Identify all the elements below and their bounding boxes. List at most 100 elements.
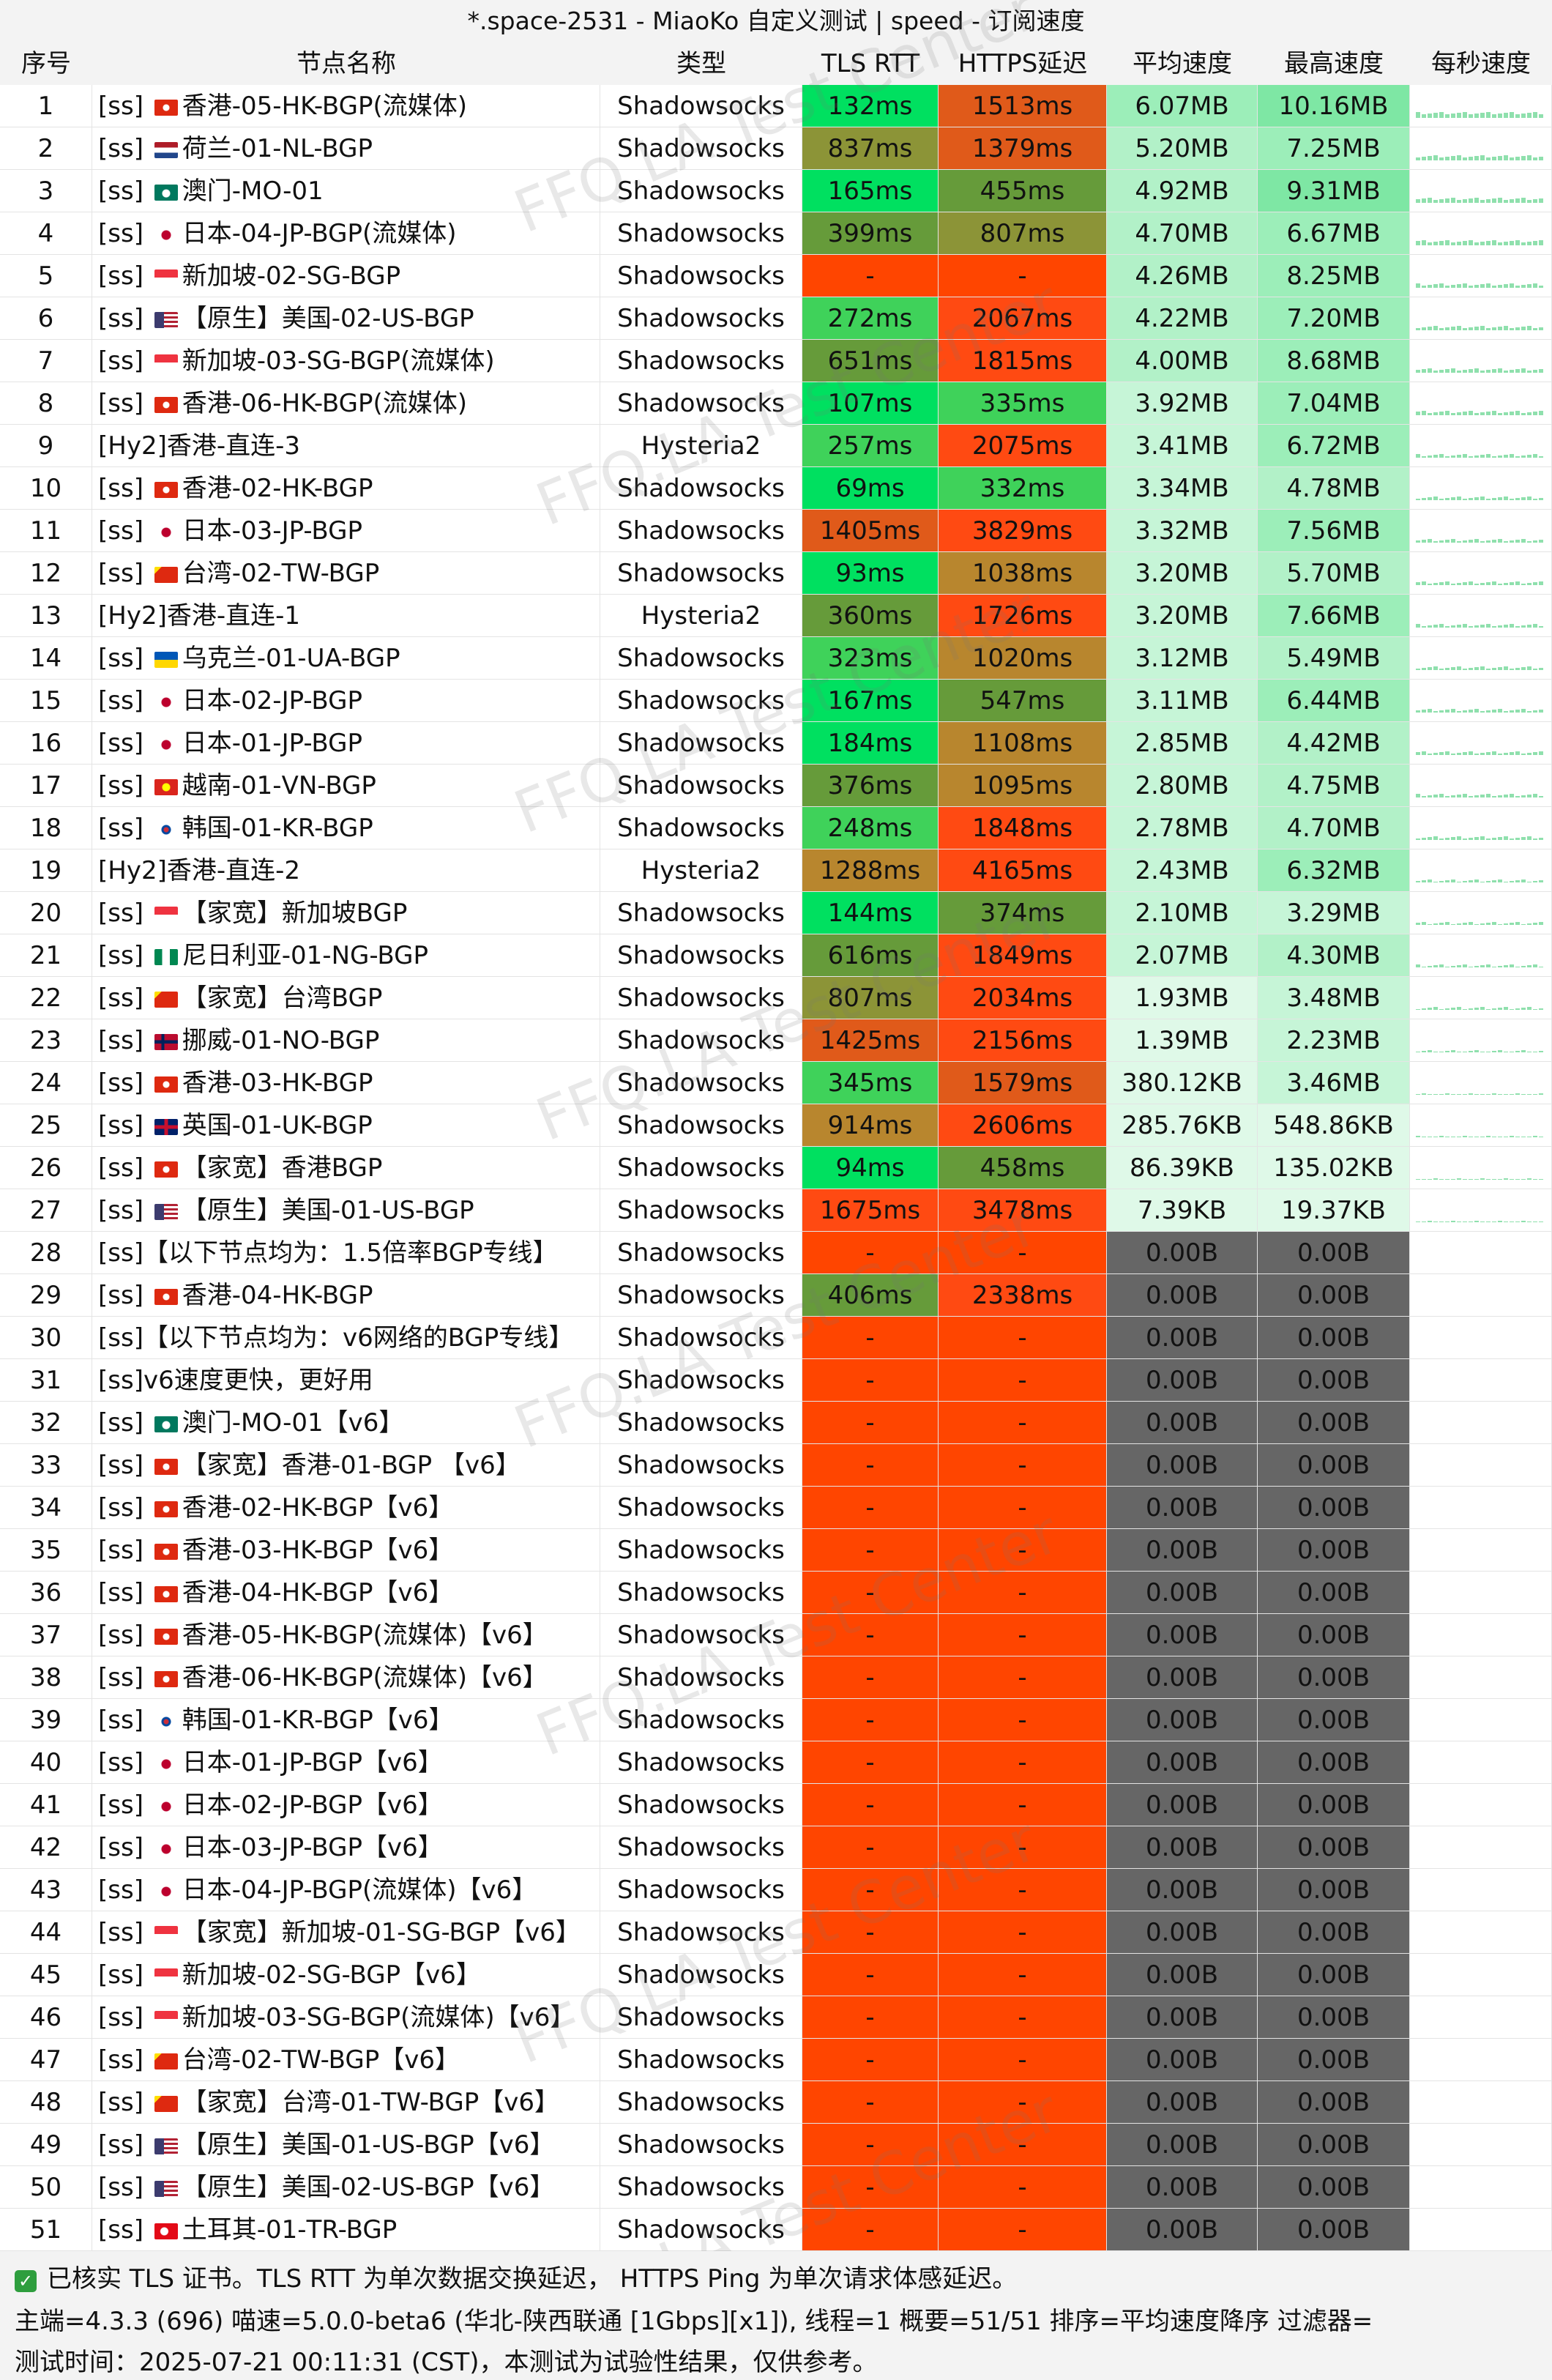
table-row[interactable]: 20 [ss] 【家宽】新加坡BGP Shadowsocks 144ms 374ms 2.… xyxy=(0,892,1552,934)
node-protocol-prefix: [ss] xyxy=(98,346,152,376)
max-speed-cell: 0.00B xyxy=(1258,1996,1410,2039)
table-row[interactable]: 37 [ss] 香港-05-HK-BGP(流媒体)【v6】 Shadowsocks -… xyxy=(0,1614,1552,1656)
avg-speed-cell: 3.12MB xyxy=(1107,637,1258,680)
table-row[interactable]: 4 [ss] 日本-04-JP-BGP(流媒体) Shadowsocks 399ms 8… xyxy=(0,212,1552,255)
max-speed-cell: 3.29MB xyxy=(1258,892,1410,934)
node-protocol-prefix: [ss] xyxy=(98,2003,152,2032)
table-row[interactable]: 40 [ss] 日本-01-JP-BGP【v6】 Shadowsocks - -0.00… xyxy=(0,1741,1552,1784)
table-row[interactable]: 10 [ss] 香港-02-HK-BGP Shadowsocks 69ms 332ms 3… xyxy=(0,467,1552,510)
table-row[interactable]: 30 [ss]【以下节点均为：v6网络的BGP专线】 Shadowsocks - -0.… xyxy=(0,1317,1552,1359)
table-row[interactable]: 44 [ss] 【家宽】新加坡-01-SG-BGP【v6】 Shadowsocks -… xyxy=(0,1911,1552,1954)
table-row[interactable]: 6 [ss] 【原生】美国-02-US-BGP Shadowsocks 272ms 20… xyxy=(0,297,1552,340)
table-row[interactable]: 24 [ss] 香港-03-HK-BGP Shadowsocks 345ms 1579m… xyxy=(0,1062,1552,1104)
table-row[interactable]: 25 [ss] 英国-01-UK-BGP Shadowsocks 914ms 2606m… xyxy=(0,1104,1552,1147)
per-second-speed-cell xyxy=(1410,552,1552,595)
table-row[interactable]: 5 [ss] 新加坡-02-SG-BGP Shadowsocks - -4.26MB 8.… xyxy=(0,255,1552,297)
col-header-max-speed[interactable]: 最高速度 xyxy=(1284,49,1384,78)
col-header-node-name[interactable]: 节点名称 xyxy=(296,49,396,78)
table-row[interactable]: 32 [ss] 澳门-MO-01【v6】 Shadowsocks - -0.00B 0.0… xyxy=(0,1402,1552,1444)
table-row[interactable]: 15 [ss] 日本-02-JP-BGP Shadowsocks 167ms 547ms… xyxy=(0,680,1552,722)
table-row[interactable]: 23 [ss] 挪威-01-NO-BGP Shadowsocks 1425ms 2156… xyxy=(0,1019,1552,1062)
flag-no-icon xyxy=(154,1034,178,1050)
table-row[interactable]: 34 [ss] 香港-02-HK-BGP【v6】 Shadowsocks - -0.00… xyxy=(0,1487,1552,1529)
table-row[interactable]: 16 [ss] 日本-01-JP-BGP Shadowsocks 184ms 1108m… xyxy=(0,722,1552,765)
table-row[interactable]: 18 [ss] 韩国-01-KR-BGP Shadowsocks 248ms 1848m… xyxy=(0,807,1552,849)
table-row[interactable]: 7 [ss] 新加坡-03-SG-BGP(流媒体) Shadowsocks 651ms… xyxy=(0,340,1552,382)
table-row[interactable]: 19 [Hy2]香港-直连-2 Hysteria2 1288ms 4165ms 2.43M… xyxy=(0,849,1552,892)
col-header-https-delay[interactable]: HTTPS延迟 xyxy=(958,49,1088,78)
avg-speed-cell: 4.22MB xyxy=(1107,297,1258,340)
table-row[interactable]: 21 [ss] 尼日利亚-01-NG-BGP Shadowsocks 616ms 184… xyxy=(0,934,1552,977)
col-header-tls-rtt[interactable]: TLS RTT xyxy=(821,49,920,78)
flag-jp-icon xyxy=(154,1883,178,1900)
table-row[interactable]: 48 [ss] 【家宽】台湾-01-TW-BGP【v6】 Shadowsocks - -… xyxy=(0,2081,1552,2124)
node-name-cell: [ss] 新加坡-03-SG-BGP(流媒体) xyxy=(92,340,600,382)
col-header-index[interactable]: 序号 xyxy=(21,49,71,78)
table-row[interactable]: 41 [ss] 日本-02-JP-BGP【v6】 Shadowsocks - -0.00… xyxy=(0,1784,1552,1826)
node-label: 香港-06-HK-BGP(流媒体) xyxy=(182,389,468,418)
table-row[interactable]: 22 [ss] 【家宽】台湾BGP Shadowsocks 807ms 2034ms 1.… xyxy=(0,977,1552,1019)
node-label: 日本-04-JP-BGP(流媒体)【v6】 xyxy=(182,1875,537,1905)
table-row[interactable]: 9 [Hy2]香港-直连-3 Hysteria2 257ms 2075ms 3.41MB 6… xyxy=(0,425,1552,467)
flag-us-icon xyxy=(154,2181,178,2197)
table-row[interactable]: 43 [ss] 日本-04-JP-BGP(流媒体)【v6】 Shadowsocks -… xyxy=(0,1869,1552,1911)
https-delay-cell: 1379ms xyxy=(939,127,1107,170)
table-row[interactable]: 51 [ss] 土耳其-01-TR-BGP Shadowsocks - -0.00B 0.… xyxy=(0,2209,1552,2251)
node-name-cell: [ss] 韩国-01-KR-BGP【v6】 xyxy=(92,1699,600,1741)
https-delay-cell: 1726ms xyxy=(939,595,1107,637)
col-header-type[interactable]: 类型 xyxy=(676,49,726,78)
table-row[interactable]: 29 [ss] 香港-04-HK-BGP Shadowsocks 406ms 2338m… xyxy=(0,1274,1552,1317)
index-cell: 7 xyxy=(0,340,92,382)
node-name-cell: [ss]v6速度更快，更好用 xyxy=(92,1359,600,1402)
table-row[interactable]: 8 [ss] 香港-06-HK-BGP(流媒体) Shadowsocks 107ms 3… xyxy=(0,382,1552,425)
col-header-per-second-speed[interactable]: 每秒速度 xyxy=(1431,49,1531,78)
table-row[interactable]: 46 [ss] 新加坡-03-SG-BGP(流媒体)【v6】 Shadowsocks… xyxy=(0,1996,1552,2039)
table-row[interactable]: 17 [ss] 越南-01-VN-BGP Shadowsocks 376ms 1095m… xyxy=(0,765,1552,807)
table-row[interactable]: 50 [ss] 【原生】美国-02-US-BGP【v6】 Shadowsocks - -… xyxy=(0,2166,1552,2209)
node-label: 【家宽】台湾-01-TW-BGP【v6】 xyxy=(182,2088,559,2117)
type-cell: Shadowsocks xyxy=(600,382,802,425)
table-row[interactable]: 3 [ss] 澳门-MO-01 Shadowsocks 165ms 455ms 4.92M… xyxy=(0,170,1552,212)
table-row[interactable]: 39 [ss] 韩国-01-KR-BGP【v6】 Shadowsocks - -0.00… xyxy=(0,1699,1552,1741)
table-row[interactable]: 31 [ss]v6速度更快，更好用 Shadowsocks - -0.00B 0.00B xyxy=(0,1359,1552,1402)
table-row[interactable]: 14 [ss] 乌克兰-01-UA-BGP Shadowsocks 323ms 1020… xyxy=(0,637,1552,680)
https-delay-cell: 2075ms xyxy=(939,425,1107,467)
table-row[interactable]: 42 [ss] 日本-03-JP-BGP【v6】 Shadowsocks - -0.00… xyxy=(0,1826,1552,1869)
speed-sparkline xyxy=(1416,1174,1545,1180)
table-row[interactable]: 26 [ss] 【家宽】香港BGP Shadowsocks 94ms 458ms 86.3… xyxy=(0,1147,1552,1189)
node-label: 香港-05-HK-BGP(流媒体) xyxy=(182,92,468,121)
avg-speed-cell: 3.20MB xyxy=(1107,552,1258,595)
table-row[interactable]: 49 [ss] 【原生】美国-01-US-BGP【v6】 Shadowsocks - -… xyxy=(0,2124,1552,2166)
table-row[interactable]: 13 [Hy2]香港-直连-1 Hysteria2 360ms 1726ms 3.20MB… xyxy=(0,595,1552,637)
table-row[interactable]: 2 [ss] 荷兰-01-NL-BGP Shadowsocks 837ms 1379ms… xyxy=(0,127,1552,170)
per-second-speed-cell xyxy=(1410,1784,1552,1826)
table-row[interactable]: 28 [ss]【以下节点均为：1.5倍率BGP专线】 Shadowsocks - -0.… xyxy=(0,1232,1552,1274)
table-row[interactable]: 12 [ss] 台湾-02-TW-BGP Shadowsocks 93ms 1038ms… xyxy=(0,552,1552,595)
table-row[interactable]: 38 [ss] 香港-06-HK-BGP(流媒体)【v6】 Shadowsocks -… xyxy=(0,1656,1552,1699)
index-cell: 34 xyxy=(0,1487,92,1529)
https-delay-cell: - xyxy=(939,1529,1107,1572)
table-row[interactable]: 35 [ss] 香港-03-HK-BGP【v6】 Shadowsocks - -0.00… xyxy=(0,1529,1552,1572)
table-row[interactable]: 45 [ss] 新加坡-02-SG-BGP【v6】 Shadowsocks - -0.0… xyxy=(0,1954,1552,1996)
table-row[interactable]: 36 [ss] 香港-04-HK-BGP【v6】 Shadowsocks - -0.00… xyxy=(0,1572,1552,1614)
flag-mo-icon xyxy=(154,185,178,201)
table-row[interactable]: 47 [ss] 台湾-02-TW-BGP【v6】 Shadowsocks - -0.00… xyxy=(0,2039,1552,2081)
type-cell: Shadowsocks xyxy=(600,510,802,552)
node-label: 香港-05-HK-BGP(流媒体)【v6】 xyxy=(182,1621,548,1650)
https-delay-cell: 455ms xyxy=(939,170,1107,212)
index-cell: 49 xyxy=(0,2124,92,2166)
node-name-cell: [ss] 【原生】美国-01-US-BGP【v6】 xyxy=(92,2124,600,2166)
avg-speed-cell: 4.00MB xyxy=(1107,340,1258,382)
speed-sparkline xyxy=(1416,112,1545,118)
speed-sparkline xyxy=(1416,749,1545,755)
col-header-avg-speed[interactable]: 平均速度 xyxy=(1133,49,1232,78)
per-second-speed-cell xyxy=(1410,1317,1552,1359)
node-protocol-prefix: [ss] xyxy=(98,941,152,970)
table-row[interactable]: 11 [ss] 日本-03-JP-BGP Shadowsocks 1405ms 3829… xyxy=(0,510,1552,552)
table-row[interactable]: 1 [ss] 香港-05-HK-BGP(流媒体) Shadowsocks 132ms 1… xyxy=(0,85,1552,127)
per-second-speed-cell xyxy=(1410,1826,1552,1869)
table-row[interactable]: 33 [ss] 【家宽】香港-01-BGP 【v6】 Shadowsocks - -0.… xyxy=(0,1444,1552,1487)
table-row[interactable]: 27 [ss] 【原生】美国-01-US-BGP Shadowsocks 1675ms… xyxy=(0,1189,1552,1232)
max-speed-cell: 4.42MB xyxy=(1258,722,1410,765)
type-cell: Hysteria2 xyxy=(600,595,802,637)
